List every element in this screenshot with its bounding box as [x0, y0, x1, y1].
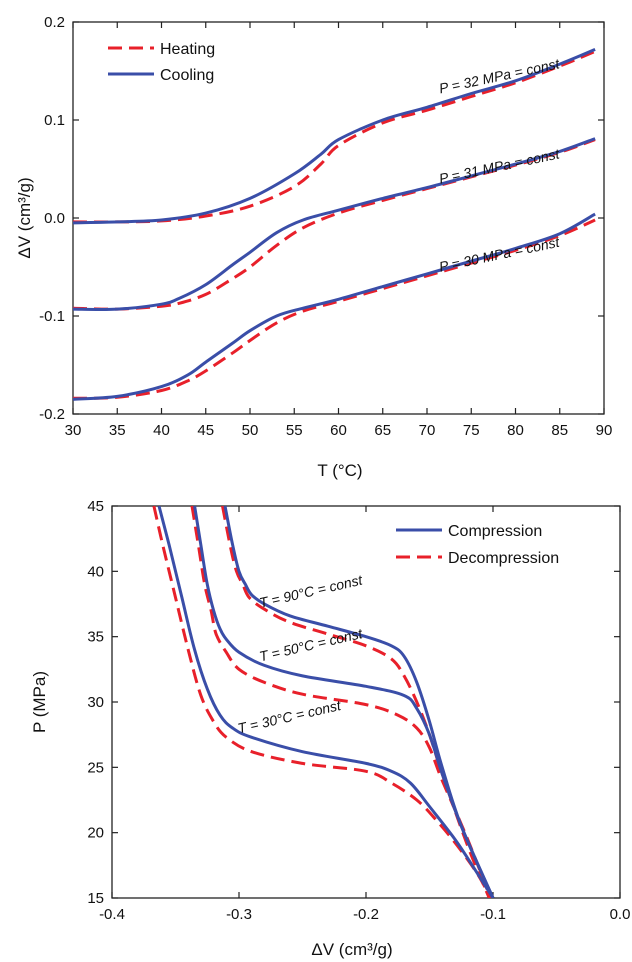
decompression-line: [190, 506, 492, 898]
x-tick-label: 35: [109, 422, 126, 439]
decompression-line: [152, 506, 492, 898]
y-tick-label: 30: [87, 694, 104, 711]
y-tick-label: 25: [87, 759, 104, 776]
x-tick-label: 70: [419, 422, 436, 439]
cooling-line: [73, 212, 596, 401]
legend-label: Heating: [160, 41, 215, 58]
y-tick-label: 0.1: [44, 112, 65, 129]
x-tick-label: 65: [374, 422, 391, 439]
compression-line: [157, 506, 495, 898]
y-tick-label: -0.2: [39, 406, 65, 423]
x-tick-label: 55: [286, 422, 303, 439]
x-tick-label: -0.4: [99, 906, 125, 923]
x-tick-label: -0.3: [226, 906, 252, 923]
y-tick-label: -0.1: [39, 308, 65, 325]
x-tick-label: 90: [596, 422, 613, 439]
curve-annotation: T = 90°C = const: [258, 571, 365, 611]
x-tick-label: 80: [507, 422, 524, 439]
y-tick-label: 15: [87, 890, 104, 907]
x-tick-label: 60: [330, 422, 347, 439]
y-tick-label: 45: [87, 498, 104, 515]
chart-heating-cooling: 30 35 40 45 50 55 60 65 70 75 80 85 90 -0.2 -0.1 0.0 0.1…: [15, 14, 612, 480]
x-tick-label: 85: [551, 422, 568, 439]
x-axis-title: T (°C): [317, 461, 362, 480]
cooling-line: [73, 137, 596, 311]
heating-line: [73, 218, 596, 400]
x-tick-label: 50: [242, 422, 259, 439]
legend-label: Cooling: [160, 67, 214, 84]
y-tick-label: 0.0: [44, 210, 65, 227]
x-tick-label: 75: [463, 422, 480, 439]
x-tick-label: 45: [197, 422, 214, 439]
y-tick-label: 35: [87, 629, 104, 646]
curve-annotation: T = 50°C = const: [258, 625, 365, 665]
x-tick-label: -0.2: [353, 906, 379, 923]
legend-label: Decompression: [448, 550, 559, 567]
series-group: [152, 506, 495, 898]
cooling-line: [73, 48, 596, 225]
compression-line: [193, 506, 495, 898]
curve-annotation: P = 31 MPa = const: [438, 145, 562, 186]
x-tick-label: 40: [153, 422, 170, 439]
x-tick-label: -0.1: [480, 906, 506, 923]
x-tick-label: 30: [65, 422, 82, 439]
y-tick-label: 0.2: [44, 14, 65, 31]
curve-annotation: P = 30 MPa = const: [438, 233, 562, 274]
curve-annotation: T = 30°C = const: [236, 697, 343, 737]
y-axis-title: P (MPa): [30, 671, 49, 733]
y-tick-label: 40: [87, 563, 104, 580]
chart-compression-decompression: -0.4 -0.3 -0.2 -0.1 0.0 15 20 25 30 35 40 45 ΔV (cm³…: [30, 498, 630, 959]
y-axis-title: ΔV (cm³/g): [15, 177, 34, 258]
x-axis-title: ΔV (cm³/g): [311, 940, 392, 959]
y-tick-label: 20: [87, 825, 104, 842]
compression-line: [223, 506, 495, 898]
series-group: [73, 48, 596, 401]
legend-label: Compression: [448, 523, 542, 540]
curve-annotation: P = 32 MPa = const: [438, 55, 562, 96]
x-tick-label: 0.0: [610, 906, 631, 923]
